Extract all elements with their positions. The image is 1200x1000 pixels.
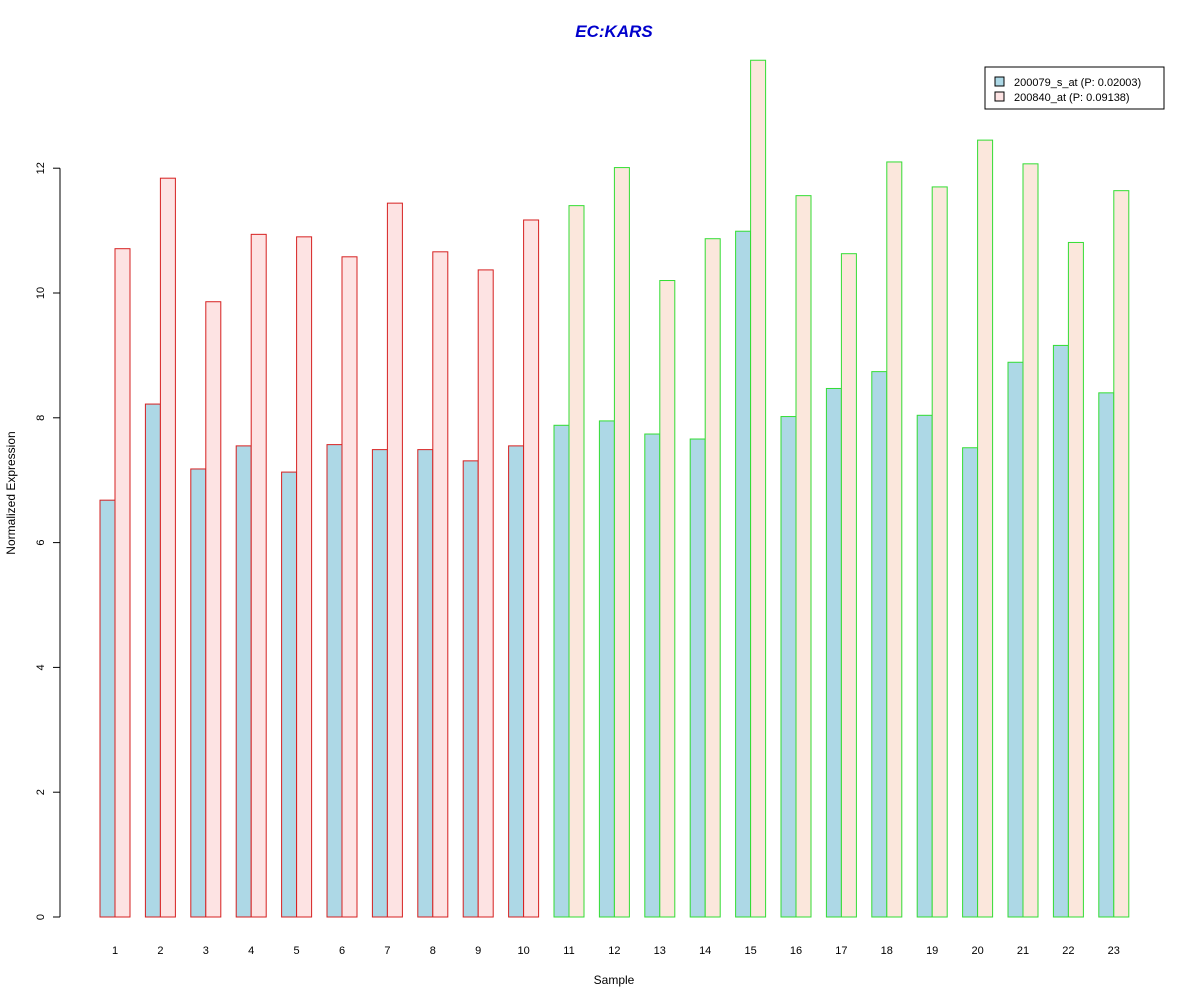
y-tick-label: 12: [35, 162, 47, 174]
x-tick-label: 21: [1017, 945, 1029, 957]
bar-series-2: [1113, 190, 1130, 918]
bar-series-2: [840, 253, 857, 918]
bar-series-2: [341, 256, 358, 918]
bar-series-2: [613, 167, 630, 918]
bar-series-2: [205, 301, 222, 918]
bar-series-1: [235, 445, 252, 918]
x-tick-label: 13: [654, 945, 666, 957]
bar-series-2: [886, 161, 903, 918]
bar-series-1: [371, 449, 388, 918]
bar-series-1: [144, 403, 161, 918]
y-tick-label: 0: [35, 914, 47, 920]
bars: [99, 59, 1130, 918]
bar-series-2: [250, 233, 267, 918]
bar-series-1: [825, 387, 842, 918]
x-tick-label: 16: [790, 945, 802, 957]
y-tick-label: 8: [35, 415, 47, 421]
chart-title: EC:KARS: [575, 22, 653, 41]
x-tick-label: 15: [744, 945, 756, 957]
y-tick-label: 10: [35, 287, 47, 299]
bar-series-2: [704, 238, 721, 918]
bar-series-2: [477, 269, 494, 918]
y-axis-title: Normalized Expression: [4, 431, 18, 554]
bar-series-2: [795, 195, 812, 918]
x-tick-label: 10: [517, 945, 529, 957]
legend-swatch-series-1: [994, 76, 1005, 87]
bar-series-2: [386, 202, 403, 918]
x-tick-label: 22: [1062, 945, 1074, 957]
x-tick-label: 20: [971, 945, 983, 957]
bar-series-2: [568, 205, 585, 918]
x-axis-title: Sample: [594, 973, 635, 987]
x-tick-label: 2: [157, 945, 163, 957]
bar-series-1: [689, 438, 706, 918]
x-tick-label: 1: [112, 945, 118, 957]
legend-label-series-2: 200840_at (P: 0.09138): [1014, 92, 1130, 104]
x-tick-label: 5: [294, 945, 300, 957]
bar-series-2: [296, 236, 313, 918]
legend-label-series-1: 200079_s_at (P: 0.02003): [1014, 77, 1141, 89]
x-tick-label: 17: [835, 945, 847, 957]
x-tick-label: 23: [1108, 945, 1120, 957]
bar-series-1: [508, 445, 525, 918]
x-tick-label: 8: [430, 945, 436, 957]
bar-series-1: [326, 444, 343, 918]
x-tick-label: 14: [699, 945, 711, 957]
x-tick-label: 3: [203, 945, 209, 957]
y-tick-label: 4: [35, 664, 47, 670]
bar-series-2: [523, 219, 540, 918]
y-axis: 0 2 4 6 8 10 12: [35, 162, 61, 920]
x-tick-label: 9: [475, 945, 481, 957]
bar-series-1: [190, 468, 207, 918]
x-tick-label: 4: [248, 945, 254, 957]
legend: 200079_s_at (P: 0.02003) 200840_at (P: 0…: [984, 66, 1165, 110]
bar-series-1: [780, 416, 797, 918]
x-axis-labels: 1 2 3 4 5 6 7 8 9 10 11 12 13 14 15 16 17 18 19 20 21 22 23: [112, 945, 1120, 957]
bar-series-1: [1098, 392, 1115, 918]
bar-series-1: [1052, 344, 1069, 918]
bar-series-1: [553, 424, 570, 918]
legend-swatch-series-2: [994, 91, 1005, 102]
bar-series-1: [598, 420, 615, 918]
y-tick-label: 6: [35, 540, 47, 546]
bar-series-1: [644, 433, 661, 918]
bar-series-1: [1007, 361, 1024, 918]
legend-box: [984, 66, 1165, 110]
bar-series-1: [916, 414, 933, 918]
bar-series-2: [114, 248, 131, 918]
bar-series-1: [417, 449, 434, 918]
x-tick-label: 19: [926, 945, 938, 957]
bar-series-1: [462, 460, 479, 918]
bar-series-2: [750, 59, 767, 918]
x-tick-label: 12: [608, 945, 620, 957]
bar-series-1: [281, 471, 298, 918]
x-tick-label: 18: [881, 945, 893, 957]
x-tick-label: 7: [384, 945, 390, 957]
bar-series-1: [962, 447, 979, 918]
bar-series-2: [659, 280, 676, 918]
bar-series-2: [977, 139, 994, 918]
bar-series-2: [1067, 241, 1084, 918]
bar-series-1: [735, 230, 752, 918]
bar-series-2: [159, 177, 176, 918]
bar-series-2: [1022, 163, 1039, 918]
bar-series-1: [99, 499, 116, 918]
bar-series-2: [432, 251, 449, 918]
bar-series-2: [931, 186, 948, 918]
y-tick-label: 2: [35, 789, 47, 795]
x-tick-label: 6: [339, 945, 345, 957]
bar-series-1: [871, 371, 888, 918]
x-tick-label: 11: [563, 945, 574, 957]
